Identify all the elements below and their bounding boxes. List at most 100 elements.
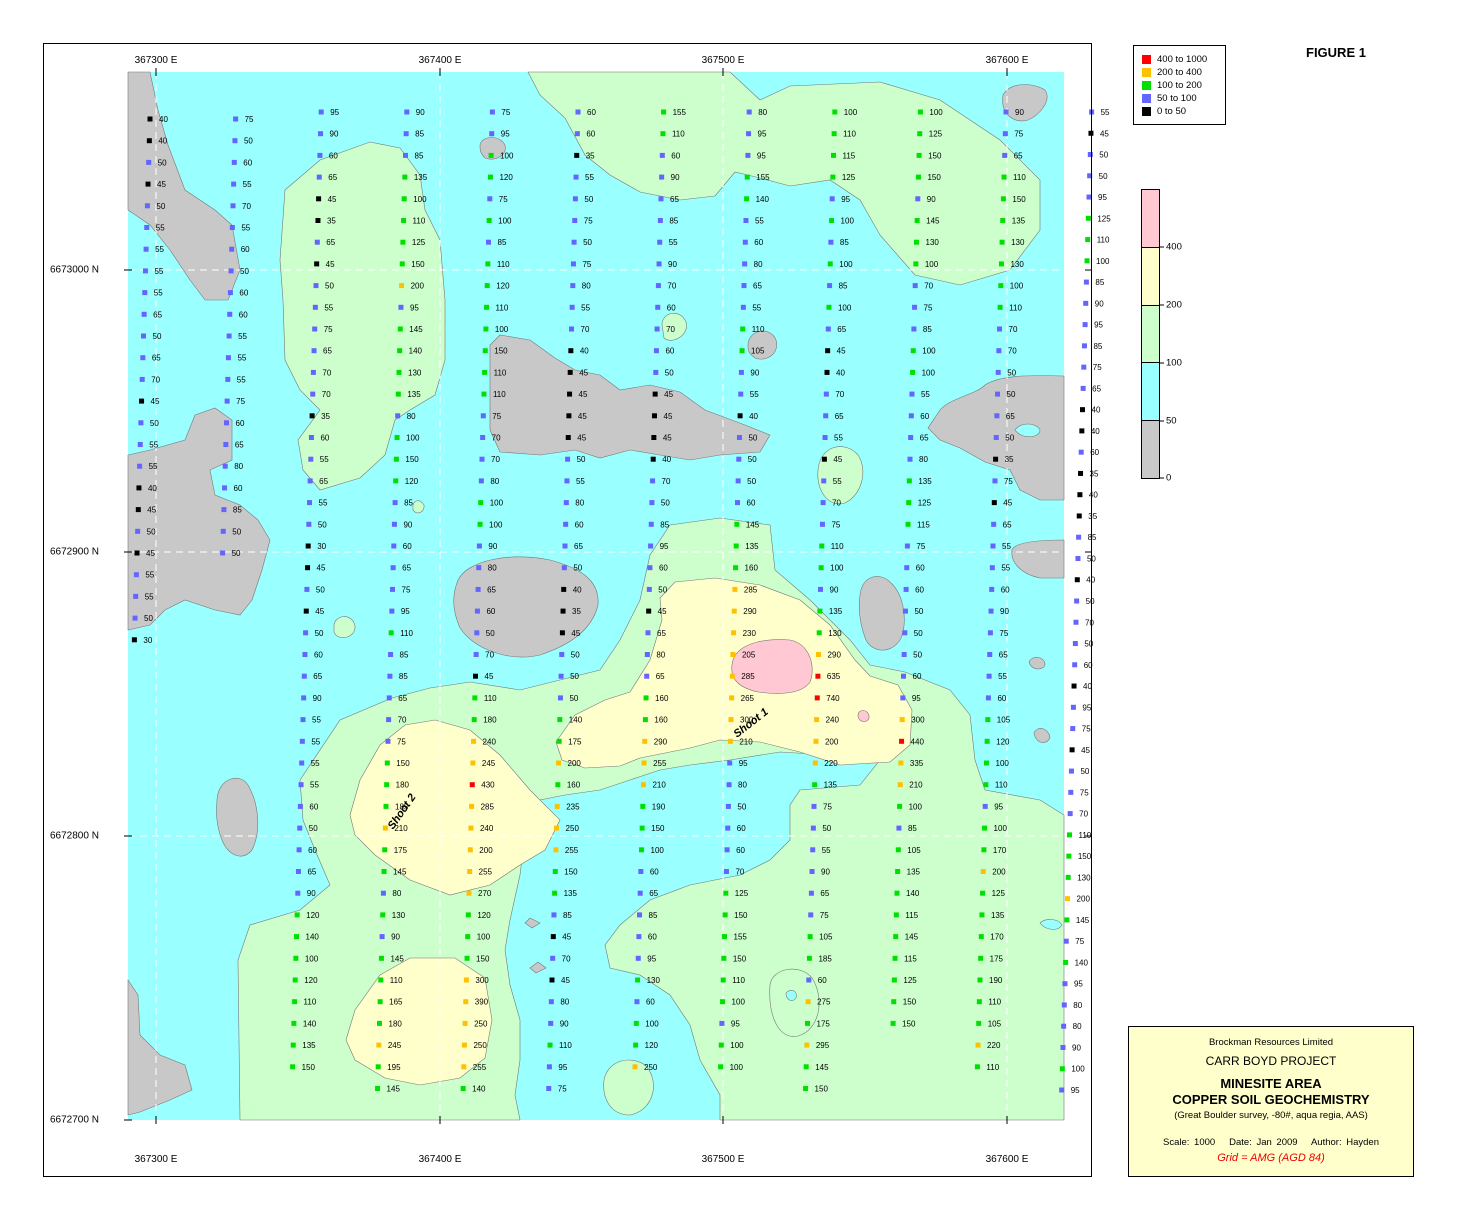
sample-marker — [736, 456, 742, 462]
sample-marker — [632, 1064, 638, 1070]
sample-marker — [470, 760, 476, 766]
sample-value: 275 — [817, 998, 831, 1007]
sample-marker — [743, 218, 749, 223]
sample-marker — [567, 391, 573, 397]
sample-value: 50 — [232, 549, 241, 558]
sample-marker — [983, 782, 989, 788]
sample-marker — [227, 290, 233, 296]
sample-value: 55 — [145, 571, 154, 580]
sample-marker — [574, 152, 580, 158]
sample-marker — [223, 442, 229, 447]
sample-marker — [830, 174, 836, 180]
sample-marker — [1000, 218, 1006, 223]
sample-value: 100 — [500, 151, 514, 160]
sample-marker — [723, 869, 729, 874]
sample-value: 55 — [576, 477, 585, 486]
sample-value: 95 — [731, 1019, 740, 1028]
sample-value: 135 — [907, 868, 921, 877]
sample-value: 90 — [403, 520, 412, 529]
sample-value: 65 — [1003, 520, 1012, 529]
sample-marker — [902, 630, 908, 636]
sample-marker — [827, 283, 833, 289]
sample-value: 100 — [1071, 1065, 1085, 1074]
sample-value: 45 — [147, 506, 156, 515]
sample-marker — [738, 391, 744, 397]
sample-marker — [1083, 279, 1089, 285]
sample-value: 70 — [735, 868, 744, 877]
sample-marker — [308, 456, 314, 462]
sample-value: 65 — [1092, 384, 1101, 393]
sample-value: 80 — [754, 260, 763, 269]
sample-value: 60 — [913, 672, 922, 681]
sample-value: 90 — [750, 368, 759, 377]
sample-value: 105 — [907, 846, 921, 855]
sample-value: 175 — [817, 1019, 831, 1028]
sample-marker — [487, 174, 493, 180]
sample-marker — [388, 652, 394, 657]
sample-marker — [644, 652, 650, 657]
sample-value: 110 — [496, 303, 509, 312]
sample-value: 55 — [1101, 108, 1110, 117]
sample-value: 50 — [315, 629, 324, 638]
sample-value: 200 — [825, 737, 839, 746]
sample-marker — [982, 825, 988, 831]
sample-value: 110 — [497, 260, 510, 269]
y-axis-label: 6672700 N — [50, 1114, 99, 1126]
sample-value: 50 — [570, 672, 579, 681]
sample-value: 125 — [918, 499, 932, 508]
sample-value: 60 — [754, 238, 763, 247]
sample-marker — [1002, 152, 1008, 158]
sample-marker — [546, 1086, 552, 1091]
sample-marker — [554, 803, 560, 809]
sample-value: 220 — [987, 1041, 1001, 1050]
sample-marker — [316, 174, 322, 180]
x-axis-label-bottom: 367400 E — [418, 1154, 462, 1165]
sample-marker — [476, 565, 482, 571]
sample-marker — [383, 803, 389, 809]
sample-marker — [560, 608, 566, 614]
sample-marker — [397, 348, 403, 354]
sample-marker — [731, 630, 737, 636]
sample-marker — [377, 1020, 382, 1026]
sample-value: 55 — [149, 462, 158, 471]
sample-value: 55 — [834, 434, 843, 443]
sample-value: 40 — [1091, 427, 1100, 436]
sample-value: 55 — [581, 303, 590, 312]
sample-marker — [997, 304, 1003, 310]
sample-marker — [980, 890, 986, 896]
sample-value: 35 — [1005, 455, 1014, 464]
sample-value: 95 — [841, 195, 850, 204]
sample-value: 100 — [909, 802, 923, 811]
sample-value: 70 — [562, 954, 571, 963]
sample-marker — [990, 543, 996, 549]
sample-marker — [568, 348, 574, 354]
sample-marker — [897, 803, 903, 809]
sample-marker — [1070, 704, 1076, 710]
sample-value: 80 — [1073, 1022, 1082, 1031]
sample-marker — [375, 1086, 381, 1091]
sample-marker — [386, 695, 392, 701]
sample-marker — [553, 847, 559, 853]
sample-marker — [384, 760, 390, 766]
sample-value: 135 — [991, 911, 1005, 920]
sample-value: 40 — [159, 115, 168, 124]
sample-marker — [486, 218, 492, 223]
sample-value: 100 — [830, 564, 844, 573]
sample-marker — [746, 109, 752, 115]
sample-marker — [294, 934, 299, 940]
legend-swatch — [1142, 81, 1151, 90]
sample-marker — [639, 825, 645, 831]
sample-value: 65 — [398, 694, 407, 703]
sample-marker — [226, 333, 232, 339]
sample-marker — [655, 283, 661, 289]
sample-value: 55 — [320, 455, 329, 464]
sample-marker — [808, 912, 814, 918]
sample-value: 85 — [908, 824, 917, 833]
area-name: MINESITE AREA — [1220, 1076, 1322, 1091]
sample-marker — [977, 977, 983, 983]
sample-marker — [650, 456, 656, 462]
sample-marker — [484, 283, 490, 289]
sample-marker — [378, 955, 384, 961]
survey-description: (Great Boulder survey, -80#, aqua regia,… — [1174, 1110, 1368, 1121]
